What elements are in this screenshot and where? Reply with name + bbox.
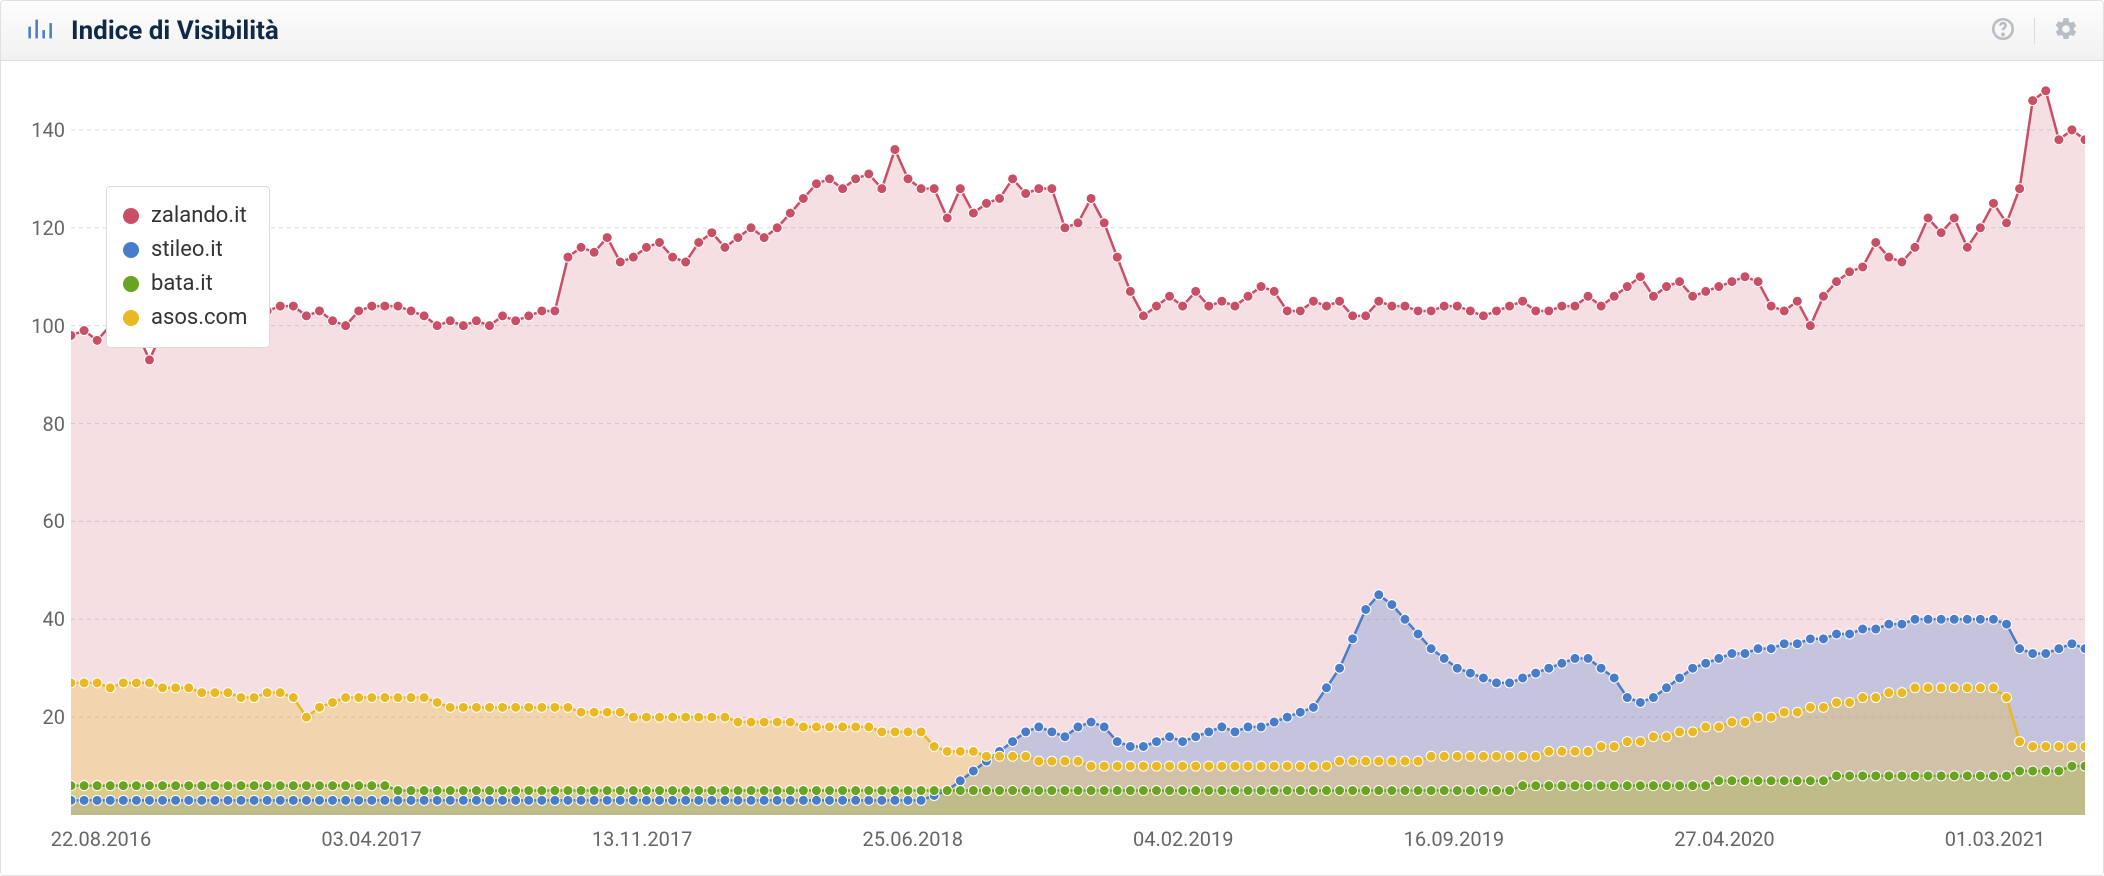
y-tick-label: 60: [15, 509, 65, 533]
y-tick-label: 20: [15, 705, 65, 729]
legend-dot-icon: [123, 242, 139, 258]
y-tick-label: 80: [15, 412, 65, 436]
legend-label: bata.it: [151, 267, 213, 301]
y-tick-label: 140: [15, 118, 65, 142]
x-tick-label: 04.02.2019: [1133, 827, 1233, 851]
legend-item[interactable]: asos.com: [123, 301, 247, 335]
x-tick-label: 16.09.2019: [1404, 827, 1504, 851]
legend-dot-icon: [123, 208, 139, 224]
help-icon[interactable]: [1990, 16, 2016, 46]
legend-dot-icon: [123, 310, 139, 326]
chart-area: zalando.itstileo.itbata.itasos.com 20 40 6…: [1, 61, 2103, 875]
x-tick-label: 27.04.2020: [1674, 827, 1774, 851]
chart-icon: [25, 15, 53, 47]
legend-item[interactable]: zalando.it: [123, 199, 247, 233]
legend-label: asos.com: [151, 301, 247, 335]
legend-label: stileo.it: [151, 233, 223, 267]
legend-dot-icon: [123, 276, 139, 292]
gear-icon[interactable]: [2053, 16, 2079, 46]
x-tick-label: 22.08.2016: [51, 827, 151, 851]
card-title: Indice di Visibilità: [71, 16, 279, 46]
card-header: Indice di Visibilità: [1, 1, 2103, 61]
legend-label: zalando.it: [151, 199, 247, 233]
legend: zalando.itstileo.itbata.itasos.com: [106, 186, 270, 348]
legend-item[interactable]: stileo.it: [123, 233, 247, 267]
visibility-card: Indice di Visibilità zalando.itstileo.it…: [0, 0, 2104, 876]
y-tick-label: 100: [15, 314, 65, 338]
x-tick-label: 01.03.2021: [1945, 827, 2045, 851]
y-tick-label: 120: [15, 216, 65, 240]
x-tick-label: 13.11.2017: [592, 827, 692, 851]
x-tick-label: 03.04.2017: [321, 827, 421, 851]
legend-item[interactable]: bata.it: [123, 267, 247, 301]
x-tick-label: 25.06.2018: [862, 827, 962, 851]
chart-svg: [71, 81, 2085, 815]
y-tick-label: 40: [15, 607, 65, 631]
header-divider: [2034, 18, 2035, 44]
